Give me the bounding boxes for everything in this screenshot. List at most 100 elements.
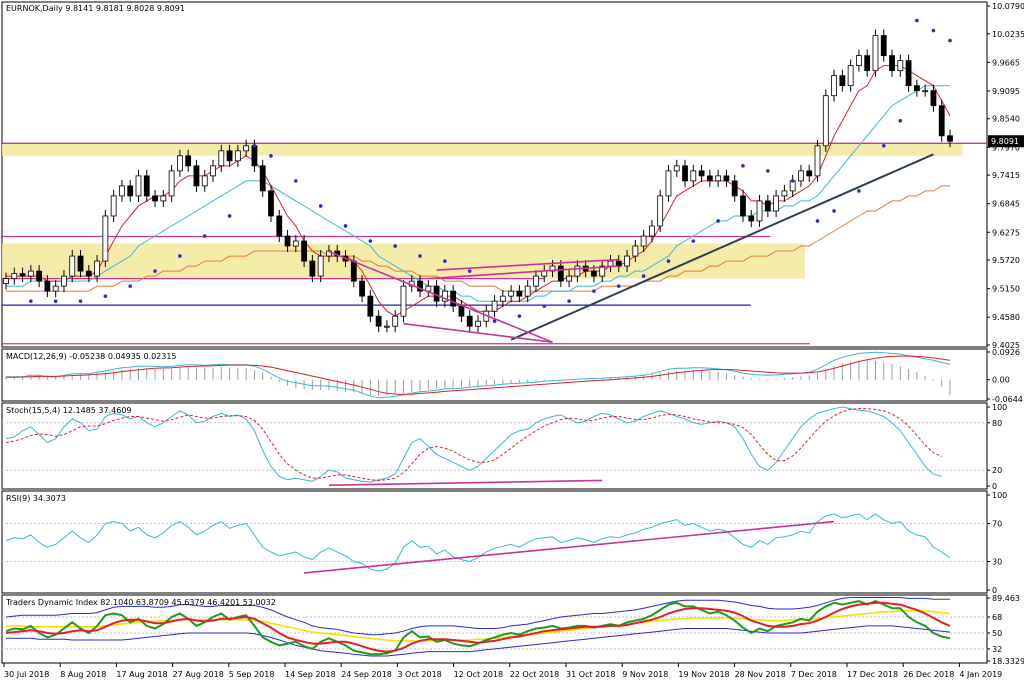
candle-body: [384, 325, 390, 328]
sar-dot: [592, 289, 596, 293]
rsi-axis-tick-label: 30: [992, 558, 1002, 567]
trendline: [328, 250, 553, 343]
candle-body: [234, 150, 241, 162]
candle-body: [591, 270, 597, 277]
stoch-signal-line: [5, 408, 942, 482]
candle-body: [574, 265, 581, 277]
sar-dot: [741, 164, 745, 168]
candle-body: [723, 175, 730, 182]
candle-body: [706, 175, 713, 182]
candle-body: [615, 260, 622, 267]
sar-dot: [368, 239, 373, 243]
candle-body: [36, 270, 43, 282]
candle-body: [201, 175, 208, 187]
macd-header: MACD(12,26,9) -0.05238 0.04935 0.02315: [6, 352, 177, 361]
macd-signal-line: [6, 355, 951, 395]
candle-body: [806, 170, 813, 177]
sar-dot: [492, 319, 497, 323]
candle-body: [69, 255, 76, 277]
candle-body: [52, 285, 59, 292]
candle-body: [897, 60, 904, 72]
candle-body: [259, 165, 266, 192]
candle-body: [309, 260, 316, 277]
sar-dot: [393, 244, 397, 248]
sar-dot: [857, 189, 861, 193]
candle-body: [77, 255, 84, 272]
candle-body: [624, 255, 630, 267]
candle-body: [127, 185, 134, 197]
candle-body: [400, 285, 407, 317]
candle-body: [226, 150, 233, 162]
sar-dot: [915, 18, 919, 23]
sar-dot: [53, 299, 58, 303]
stoch-annotation-line: [328, 479, 603, 487]
x-axis-tick-label: 9 Nov 2018: [622, 670, 668, 679]
sar-dot: [716, 219, 720, 223]
rsi-line: [5, 513, 951, 572]
price-axis-tick-label: 9.5720: [992, 256, 1020, 265]
candle-body: [3, 278, 9, 285]
candle-body: [524, 285, 531, 297]
candle-body: [375, 315, 382, 327]
sar-dot: [294, 179, 298, 183]
x-axis-tick-label: 24 Sep 2018: [341, 670, 392, 679]
candle-body: [499, 295, 506, 302]
tdi-header: Traders Dynamic Index 82.1040 63.8709 45…: [5, 598, 276, 607]
sar-dot: [252, 144, 257, 148]
candle-body: [864, 55, 871, 72]
candle-body: [698, 170, 705, 177]
price-axis-tick-label: 9.8540: [992, 115, 1020, 124]
sar-dot: [418, 254, 422, 258]
sar-dot: [103, 294, 108, 298]
last-price-marker: [988, 135, 1024, 148]
support-resistance-zone: [2, 143, 963, 156]
candle-body: [450, 290, 457, 307]
candle-body: [243, 145, 250, 152]
candle-body: [740, 195, 746, 217]
price-axis-tick-label: 10.0790: [992, 2, 1024, 11]
price-axis-tick-label: 9.7970: [992, 143, 1020, 152]
candle-body: [11, 273, 18, 280]
price-axis-tick-label: 9.6275: [992, 228, 1020, 237]
candle-body: [690, 170, 697, 182]
x-axis-tick-label: 14 Sep 2018: [285, 670, 336, 679]
candle-body: [673, 165, 680, 172]
candle-body: [135, 175, 142, 197]
candle-body: [764, 200, 771, 212]
candle-body: [301, 240, 308, 262]
candle-body: [143, 175, 150, 197]
price-axis-tick-label: 10.0235: [992, 30, 1024, 39]
tdi-market-base-line: [6, 609, 951, 642]
candle-body: [557, 265, 564, 282]
x-axis-tick-label: 4 Jan 2019: [959, 670, 1002, 679]
tdi-axis-tick-label: 18.3329: [992, 657, 1024, 666]
candle-body: [94, 260, 100, 277]
candle-body: [731, 180, 738, 197]
candle-body: [359, 280, 365, 297]
sar-dot: [202, 234, 207, 238]
tdi-axis-tick-label: 50: [992, 629, 1002, 638]
stoch-main-line: [5, 406, 942, 483]
candle-body: [326, 250, 332, 257]
candle-body: [856, 55, 862, 67]
sar-dot: [443, 259, 447, 263]
x-axis-tick-label: 17 Dec 2018: [847, 670, 898, 679]
x-axis-tick-label: 22 Oct 2018: [510, 670, 559, 679]
candle-body: [350, 260, 357, 282]
candle-body: [889, 55, 895, 72]
macd-axis-tick-label: 0.0926: [992, 348, 1020, 357]
candle-body: [831, 75, 837, 97]
sar-dot: [898, 118, 903, 123]
candle-body: [781, 190, 788, 197]
sar-dot: [815, 219, 820, 223]
candle-body: [317, 255, 324, 277]
candle-body: [85, 270, 92, 277]
sar-dot: [227, 214, 232, 218]
macd-main-line: [6, 351, 951, 399]
price-axis-tick-label: 9.5150: [992, 285, 1020, 294]
candle-body: [218, 150, 225, 167]
candle-body: [168, 170, 175, 197]
x-axis-tick-label: 31 Oct 2018: [566, 670, 615, 679]
